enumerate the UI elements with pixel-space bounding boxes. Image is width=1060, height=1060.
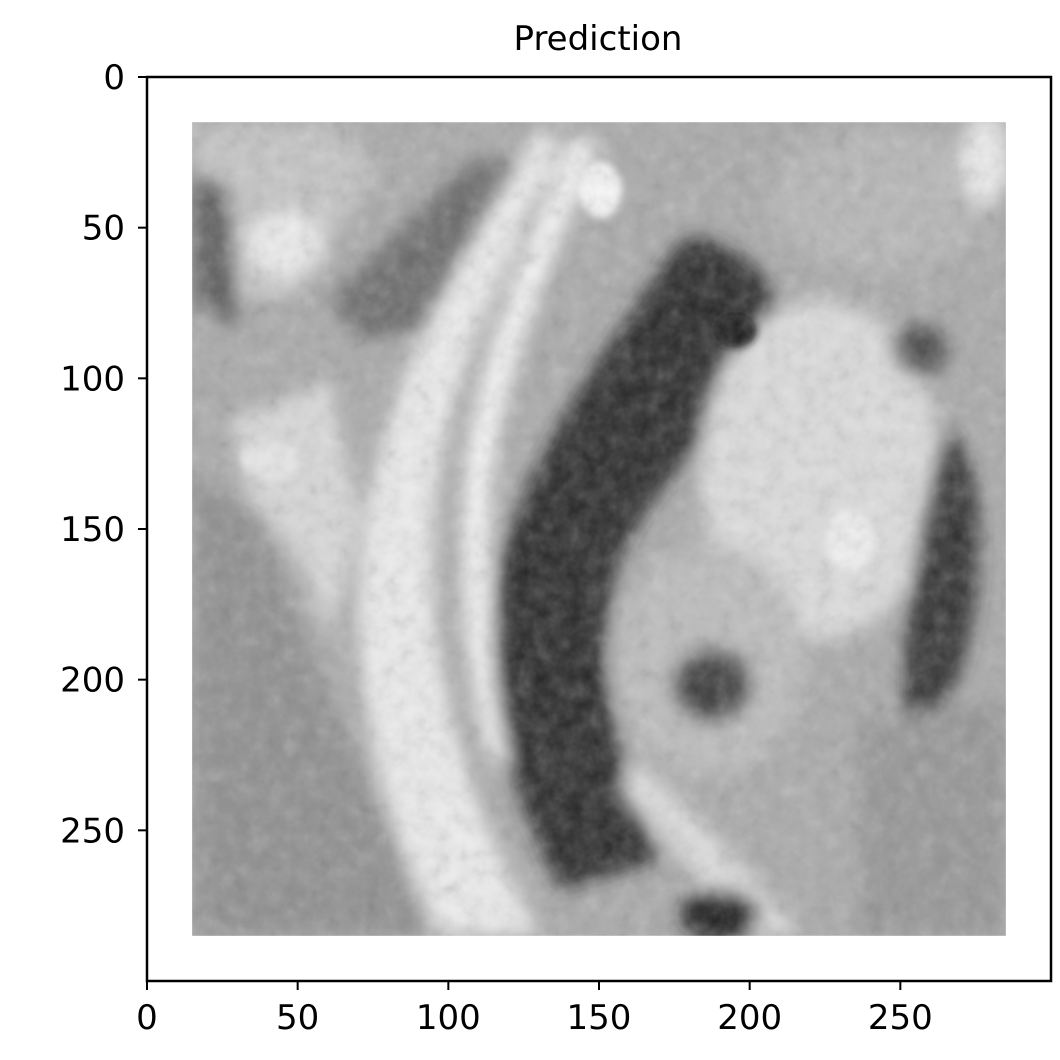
y-tick-label: 150 <box>60 510 125 550</box>
y-tick-label: 50 <box>82 209 125 249</box>
x-tick-label: 150 <box>567 998 632 1038</box>
chart-title: Prediction <box>514 19 683 59</box>
x-tick-label: 100 <box>416 998 481 1038</box>
x-axis: 0 50 100 150 200 250 <box>136 981 933 1038</box>
x-tick-label: 200 <box>717 998 782 1038</box>
y-tick-label: 200 <box>60 661 125 701</box>
y-axis: 0 50 100 150 200 250 <box>60 58 147 851</box>
y-tick-label: 250 <box>60 811 125 851</box>
y-tick-label: 100 <box>60 359 125 399</box>
y-tick-label: 0 <box>103 58 125 98</box>
x-tick-label: 0 <box>136 998 158 1038</box>
x-tick-label: 250 <box>868 998 933 1038</box>
x-tick-label: 50 <box>276 998 319 1038</box>
